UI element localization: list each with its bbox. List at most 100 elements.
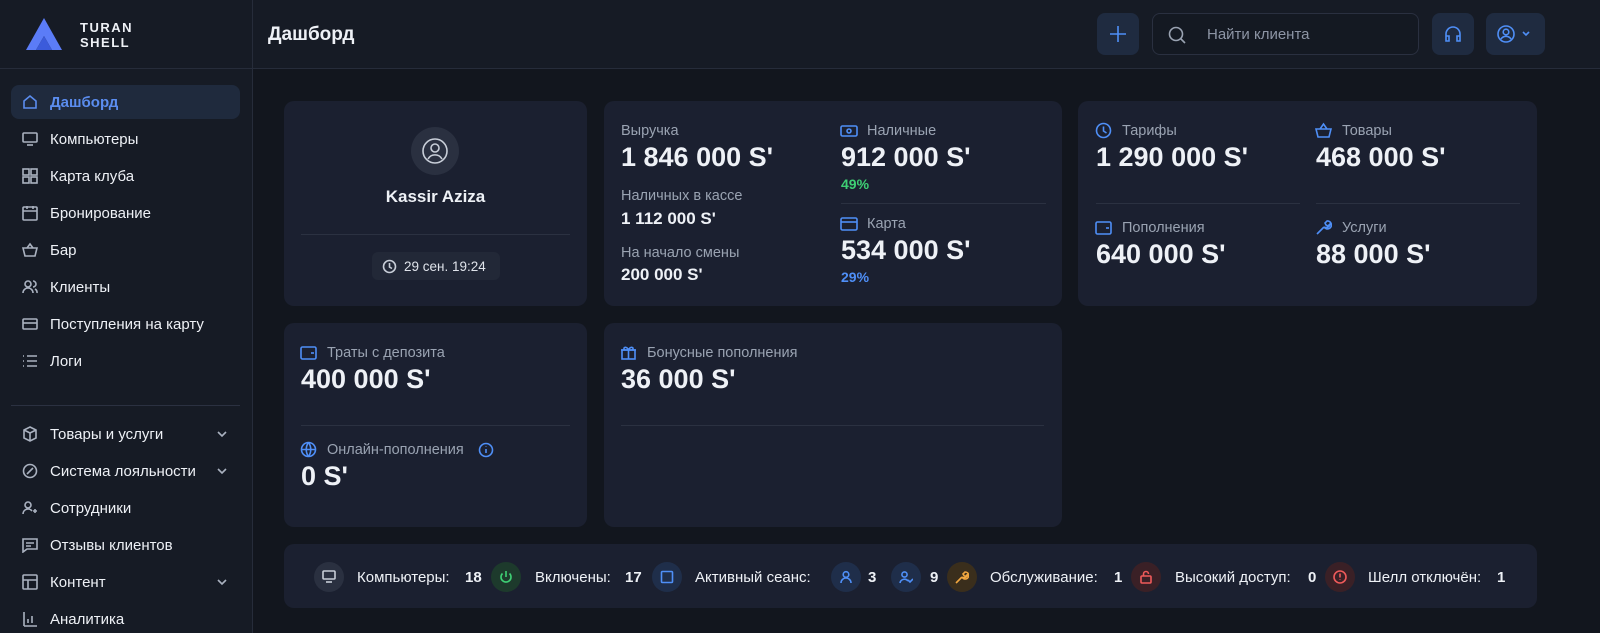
add-button[interactable]: [1097, 13, 1139, 55]
gift-icon: [621, 346, 636, 360]
card-icon: [840, 217, 858, 231]
clock-icon: [382, 259, 397, 274]
nav-label: Компьютеры: [50, 131, 139, 148]
status-icon: [491, 562, 521, 592]
nav-group[interactable]: Товары и услуги: [11, 417, 240, 451]
amount: 1 112 000 S': [621, 209, 716, 228]
nav-item[interactable]: Поступления на карту: [11, 307, 240, 341]
brand: TURAN: [80, 20, 133, 35]
amount: 0 S': [301, 461, 348, 491]
cash-icon: [840, 125, 858, 137]
nav-item[interactable]: Клиенты: [11, 270, 240, 304]
nav-item[interactable]: Карта клуба: [11, 159, 240, 193]
icon: [840, 570, 852, 584]
shape: [846, 128, 852, 134]
status-label: Высокий доступ:: [1175, 569, 1291, 586]
search-placeholder: Найти клиента: [1207, 26, 1310, 43]
shape: [1140, 575, 1152, 584]
label: Тарифы: [1122, 123, 1177, 139]
icon: [22, 242, 38, 257]
icon: [22, 168, 38, 184]
label: Онлайн-пополнения: [327, 442, 464, 458]
status-icon: [831, 562, 861, 592]
nav-group[interactable]: Аналитика: [11, 602, 240, 633]
label: Услуги: [1342, 220, 1387, 236]
status-label: Обслуживание:: [990, 569, 1098, 586]
shape: [322, 570, 336, 580]
sidebar-divider: [11, 405, 240, 406]
label: Товары: [1342, 123, 1392, 139]
shape: [22, 318, 38, 330]
info-icon[interactable]: [478, 442, 494, 458]
nav-group[interactable]: Сотрудники: [11, 491, 240, 525]
icon: [322, 570, 336, 583]
amount: 88 000 S': [1316, 239, 1431, 269]
nav-group[interactable]: Отзывы клиентов: [11, 528, 240, 562]
status-count: 17: [625, 569, 642, 586]
nav-label: Клиенты: [50, 279, 111, 296]
logo: [26, 18, 62, 50]
icon: [1168, 26, 1186, 44]
icon: [23, 94, 37, 109]
icon: [217, 468, 227, 475]
status-icon: [314, 562, 344, 592]
nav-label: Контент: [50, 574, 106, 591]
status-count: 1: [1497, 569, 1506, 586]
brand: SHELL: [80, 35, 131, 50]
search-box[interactable]: Найти клиента: [1152, 13, 1419, 55]
shape: [382, 259, 397, 274]
amount: 912 000 S': [841, 142, 971, 172]
icon: [1445, 26, 1461, 42]
nav-item[interactable]: Дашборд: [11, 85, 240, 119]
label: Выручка: [621, 123, 679, 139]
shape: [30, 176, 38, 184]
shape: [842, 570, 850, 579]
shape: [24, 280, 32, 288]
nav-group[interactable]: Контент: [11, 565, 240, 599]
label: На начало смены: [621, 245, 740, 261]
label: Пополнения: [1122, 220, 1205, 236]
icon: [22, 318, 38, 330]
shape: [22, 574, 38, 590]
cashier-name: Kassir Aziza: [385, 187, 486, 206]
label: Траты с депозита: [327, 345, 445, 361]
nav-group[interactable]: Система лояльности: [11, 454, 240, 488]
nav-item[interactable]: Логи: [11, 344, 240, 378]
logo-bar: [0, 68, 252, 69]
shape: [1497, 25, 1515, 43]
label: Наличных в кассе: [621, 188, 743, 204]
shape: [22, 168, 30, 176]
nav-item[interactable]: Компьютеры: [11, 122, 240, 156]
icon: [1140, 570, 1152, 584]
user-menu[interactable]: [1486, 13, 1545, 55]
icon: [22, 132, 38, 146]
icon: [22, 280, 38, 294]
status-icon: [652, 562, 682, 592]
nav-label: Система лояльности: [50, 463, 196, 480]
icon: [22, 206, 38, 221]
shape: [22, 132, 38, 143]
support-button[interactable]: [1432, 13, 1474, 55]
amount: 200 000 S': [621, 265, 703, 284]
nav-label: Аналитика: [50, 611, 125, 628]
status-count: 3: [868, 569, 877, 586]
status-icon: [1325, 562, 1355, 592]
shape: [1095, 122, 1112, 139]
icon: [217, 431, 227, 438]
nav-label: Сотрудники: [50, 500, 132, 517]
nav-item[interactable]: Бронирование: [11, 196, 240, 230]
avatar: [411, 127, 459, 175]
shape: [22, 206, 38, 221]
time-chip: [372, 252, 500, 280]
shape: [300, 346, 317, 360]
status-count: 0: [1308, 569, 1317, 586]
icon: [1110, 26, 1126, 42]
nav-item[interactable]: Бар: [11, 233, 240, 267]
icon: [217, 579, 227, 586]
icon: [23, 612, 37, 627]
status-icon: [947, 562, 977, 592]
label: Бонусные пополнения: [647, 345, 798, 361]
icon: [1497, 25, 1530, 43]
shape: [840, 125, 858, 137]
share: 29%: [841, 269, 870, 285]
